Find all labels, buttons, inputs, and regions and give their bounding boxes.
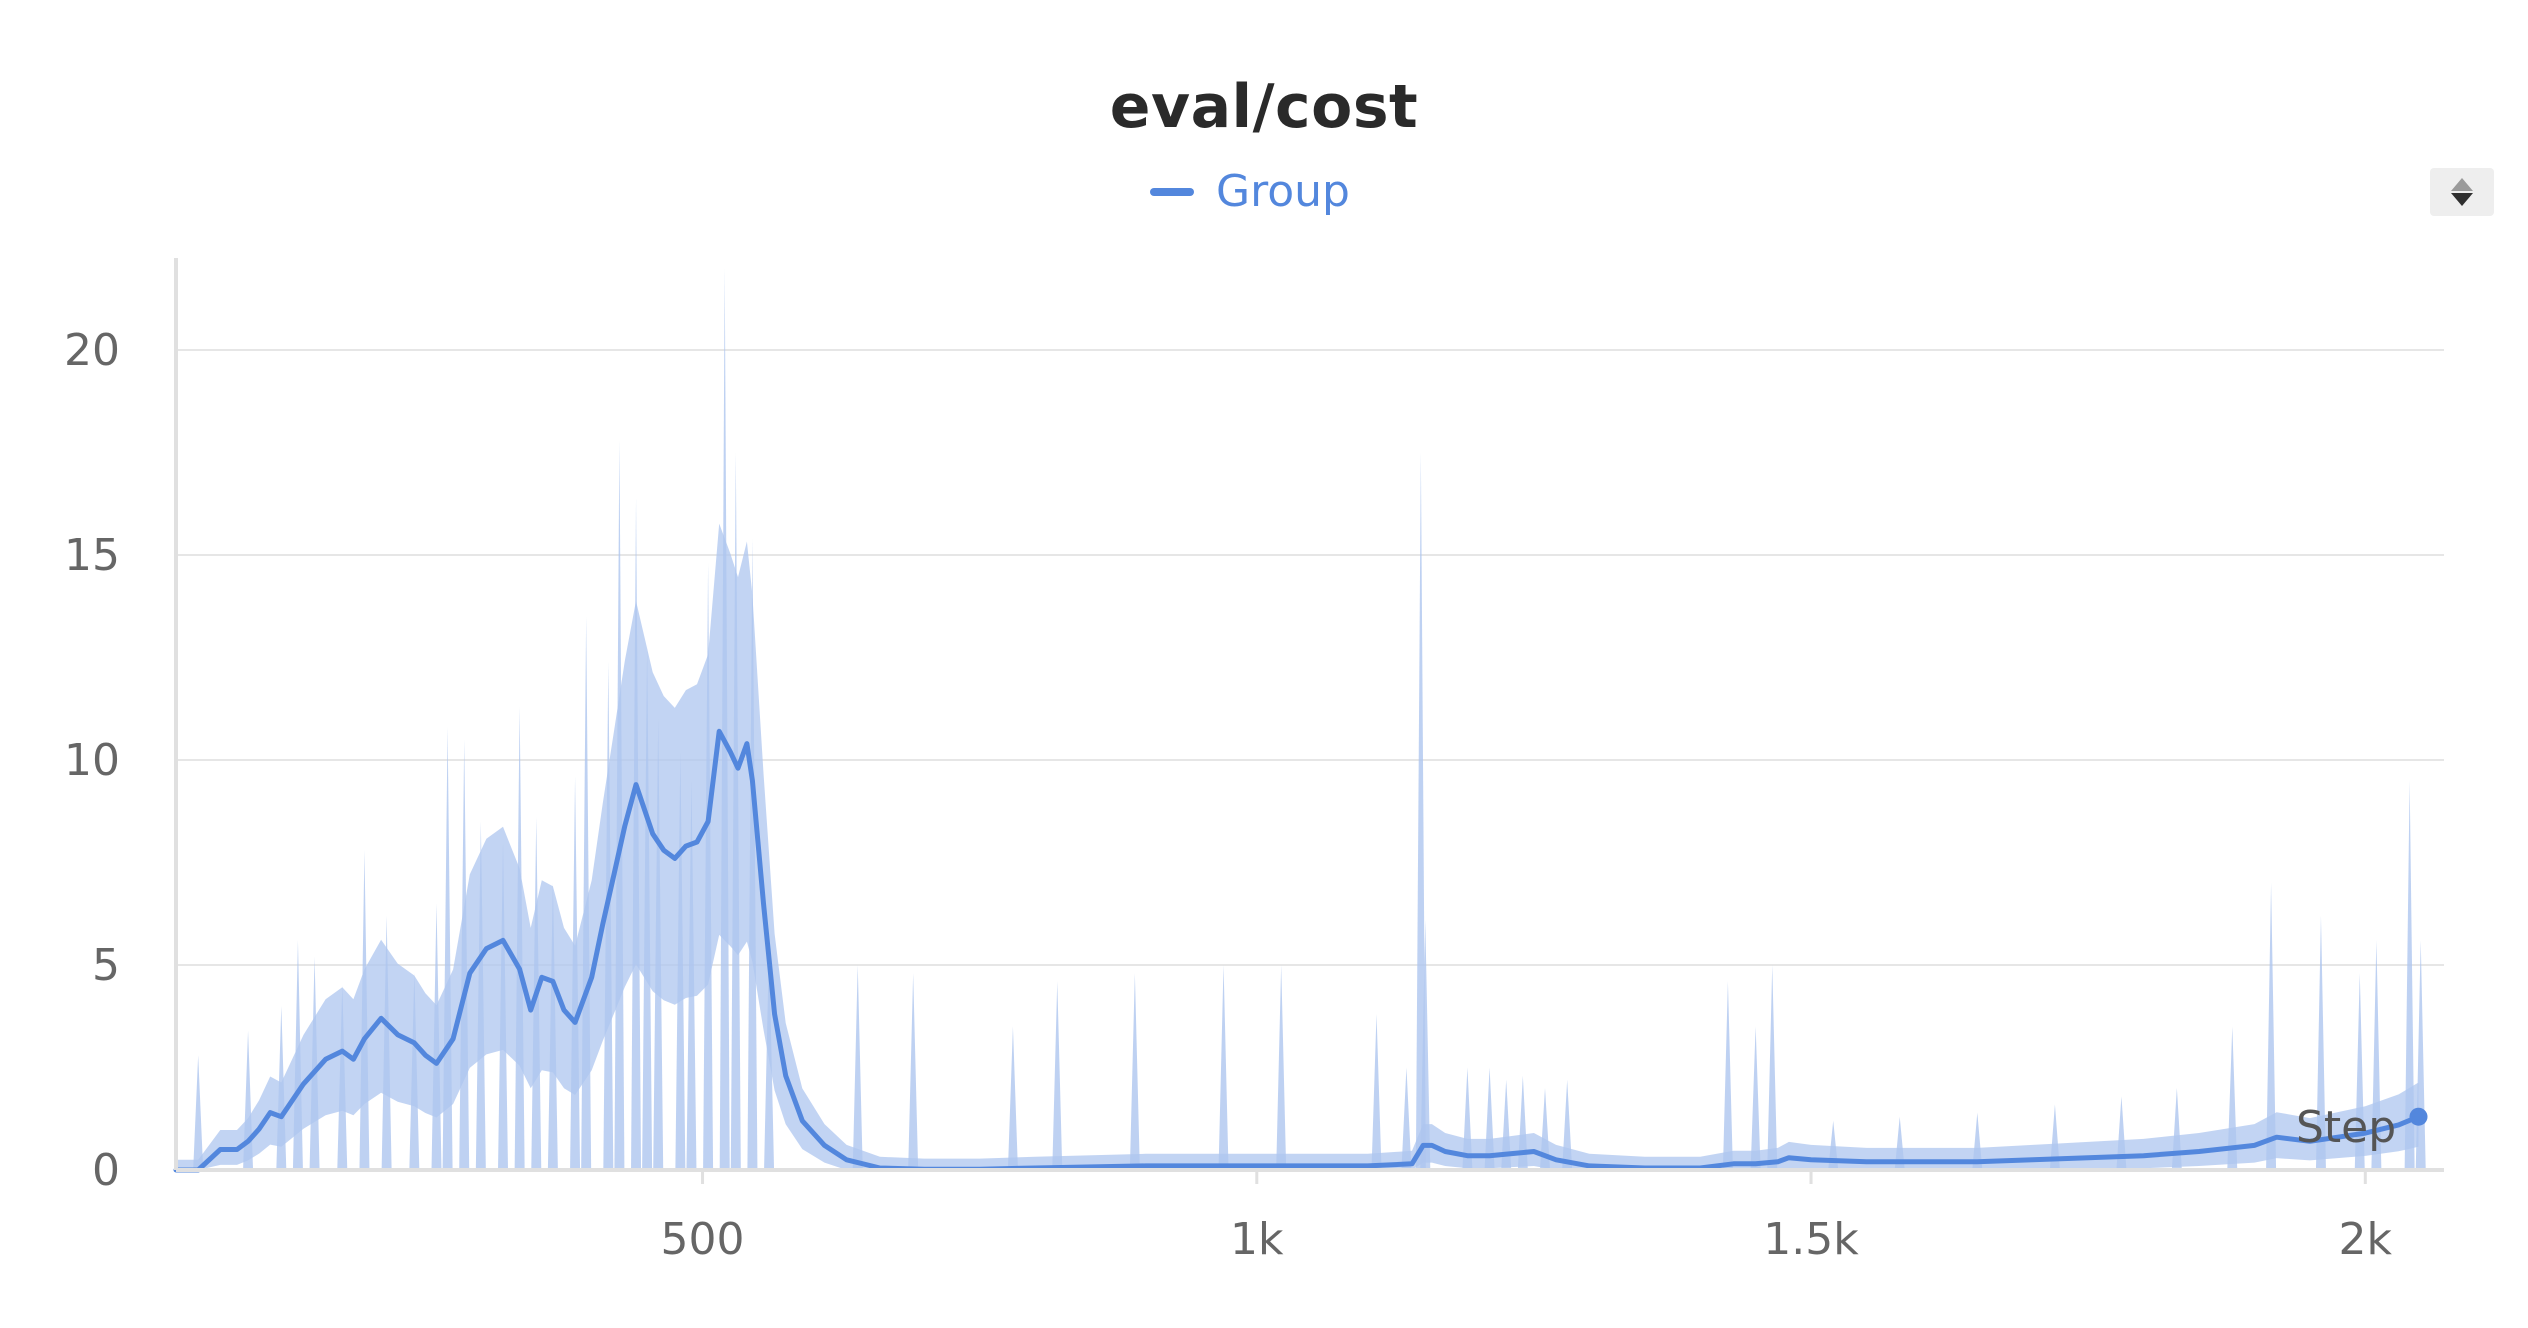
raw-spike xyxy=(1722,981,1733,1170)
x-axis-ticks: 500 1k 1.5k 2k xyxy=(661,1170,2393,1265)
raw-spike xyxy=(498,842,509,1170)
raw-spike xyxy=(459,739,470,1170)
raw-spike xyxy=(442,727,453,1170)
raw-spike xyxy=(764,944,775,1170)
raw-spike xyxy=(2415,940,2426,1170)
raw-spike xyxy=(1484,1067,1495,1170)
raw-spike xyxy=(675,751,686,1170)
raw-spike xyxy=(1828,1120,1839,1170)
y-tick-label: 10 xyxy=(64,735,120,786)
raw-spike xyxy=(514,706,525,1170)
x-tick-label: 500 xyxy=(661,1214,745,1265)
y-tick-label: 0 xyxy=(92,1145,120,1196)
raw-spike xyxy=(747,538,758,1170)
raw-spike xyxy=(431,903,442,1170)
raw-spike xyxy=(581,616,592,1170)
raw-spike xyxy=(642,645,653,1170)
raw-spike xyxy=(2266,883,2277,1170)
raw-spike xyxy=(1276,965,1287,1170)
raw-spike xyxy=(1218,965,1229,1170)
raw-spike xyxy=(337,985,348,1170)
x-tick-label: 1k xyxy=(1230,1214,1284,1265)
raw-spike xyxy=(1052,981,1063,1170)
raw-spike xyxy=(243,1030,254,1170)
raw-spike xyxy=(1129,973,1140,1170)
x-axis-label: Step xyxy=(2296,1102,2396,1153)
raw-data-band xyxy=(176,268,2426,1171)
x-tick-label: 2k xyxy=(2339,1214,2393,1265)
raw-spike xyxy=(475,821,486,1170)
raw-spike xyxy=(1767,965,1778,1170)
raw-spike xyxy=(908,973,919,1170)
raw-spike xyxy=(2371,940,2382,1170)
raw-spike xyxy=(276,1006,287,1170)
raw-spike xyxy=(292,940,303,1170)
raw-spike xyxy=(852,965,863,1170)
series-line-group xyxy=(173,728,2421,1173)
raw-spike xyxy=(631,497,642,1171)
raw-data-envelope xyxy=(176,523,2419,1170)
raw-spike xyxy=(1415,452,1426,1170)
raw-spike xyxy=(2354,973,2365,1170)
raw-spike xyxy=(653,719,664,1170)
series-end-point xyxy=(2409,1107,2428,1126)
raw-spike xyxy=(719,268,730,1170)
raw-spike xyxy=(381,915,392,1170)
raw-spike xyxy=(1462,1067,1473,1170)
raw-spike xyxy=(309,956,320,1170)
raw-spike xyxy=(193,1055,204,1170)
y-tick-label: 5 xyxy=(92,940,120,991)
legend: Group xyxy=(1150,166,1350,217)
x-tick-label: 1.5k xyxy=(1763,1214,1859,1265)
y-tick-label: 15 xyxy=(64,530,120,581)
raw-spike xyxy=(686,780,697,1170)
raw-spike xyxy=(1540,1088,1551,1170)
raw-spike xyxy=(1007,1026,1018,1170)
raw-spike xyxy=(1750,1026,1761,1170)
raw-spike xyxy=(1501,1079,1512,1170)
raw-spike xyxy=(2404,780,2415,1170)
raw-spike xyxy=(359,850,370,1170)
raw-spike xyxy=(703,563,714,1170)
raw-spike xyxy=(2116,1096,2127,1170)
raw-spike xyxy=(570,776,581,1170)
raw-spike xyxy=(1517,1075,1528,1170)
scroll-up-icon[interactable] xyxy=(2451,178,2473,191)
chart-title: eval/cost xyxy=(1109,72,1419,142)
raw-spike xyxy=(1972,1112,1983,1170)
raw-spike xyxy=(1371,1014,1382,1170)
raw-spike xyxy=(730,452,741,1170)
scroll-down-icon[interactable] xyxy=(2451,193,2473,206)
raw-spike xyxy=(1420,919,1431,1170)
raw-spike xyxy=(547,883,558,1170)
raw-spike xyxy=(2315,915,2326,1170)
legend-label-group: Group xyxy=(1216,166,1350,217)
y-axis-ticks: 0 5 10 15 20 xyxy=(64,325,120,1196)
axes xyxy=(174,258,2444,1172)
raw-spike xyxy=(2227,1026,2238,1170)
raw-spike xyxy=(2049,1104,2060,1170)
raw-spike xyxy=(1401,1067,1412,1170)
raw-spike xyxy=(614,440,625,1170)
legend-swatch xyxy=(1150,187,1194,196)
y-tick-label: 20 xyxy=(64,325,120,376)
raw-spike xyxy=(409,973,420,1170)
raw-spike xyxy=(1894,1116,1905,1170)
raw-spike xyxy=(1562,1079,1573,1170)
legend-scroll-control[interactable] xyxy=(2430,168,2494,216)
series-group xyxy=(173,728,2428,1173)
raw-spike xyxy=(603,661,614,1170)
raw-spike xyxy=(2171,1088,2182,1170)
